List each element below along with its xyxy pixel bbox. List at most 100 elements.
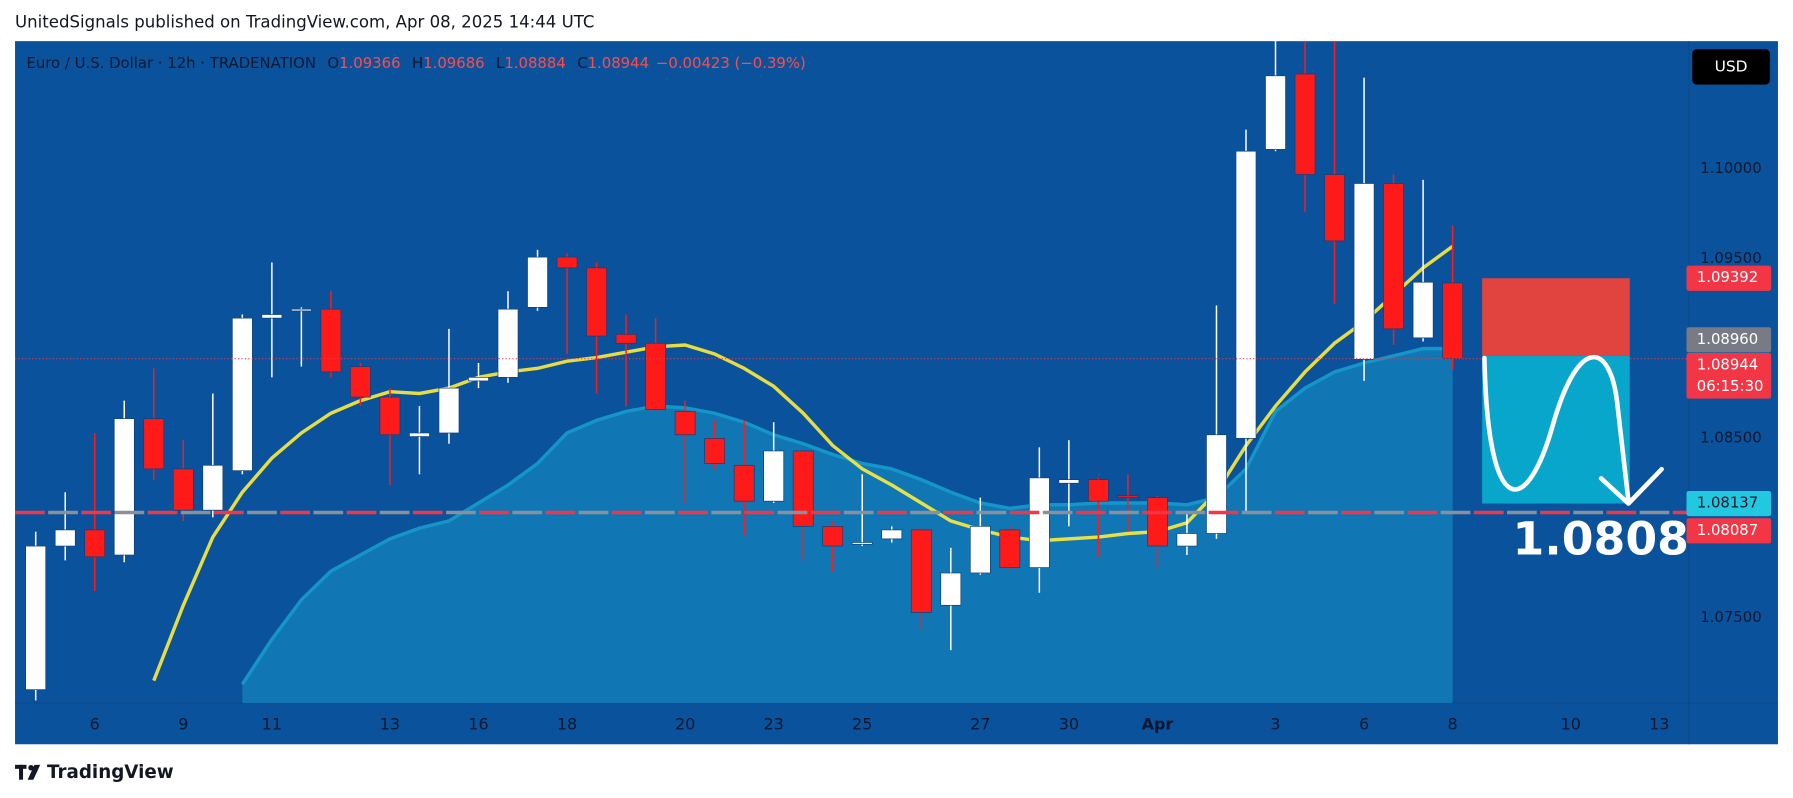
legend-key: C: [577, 54, 587, 72]
y-tick-label: 1.08500: [1700, 428, 1761, 446]
candle-body: [379, 396, 401, 436]
currency-button[interactable]: [1692, 49, 1770, 85]
candle-body: [1117, 495, 1139, 498]
price-label-box: [1686, 352, 1772, 399]
target-zone: [1482, 355, 1630, 504]
legend-value: 1.08884: [504, 54, 565, 72]
annotation: 1.0808: [1513, 513, 1689, 566]
price-label-box: [1686, 327, 1772, 353]
price-label-box: [1686, 518, 1772, 544]
y-tick-label: 1.09500: [1700, 249, 1761, 267]
candle-body: [1383, 183, 1404, 330]
candle-body: [1265, 75, 1286, 150]
x-tick-label: 8: [1448, 714, 1458, 733]
candle-body: [999, 529, 1021, 568]
candle-body: [409, 432, 430, 437]
price-label: 1.09392: [1697, 268, 1758, 286]
candle-body: [969, 525, 991, 574]
countdown: 06:15:30: [1697, 377, 1764, 395]
candle-body: [1176, 533, 1198, 547]
candle-body: [1206, 434, 1227, 534]
candle-body: [54, 529, 76, 547]
candle-body: [851, 542, 873, 545]
price-label: 1.08960: [1697, 330, 1758, 348]
candle-body: [1088, 479, 1109, 502]
candle-body: [704, 438, 726, 464]
legend-value: 1.09366: [339, 54, 400, 72]
candle-body: [615, 333, 637, 344]
x-tick-label: 11: [262, 714, 282, 733]
x-tick-label: 27: [970, 714, 990, 733]
candle-body: [1324, 174, 1345, 242]
price-label: 1.08137: [1697, 494, 1758, 512]
candle-body: [1412, 281, 1434, 339]
candle-body: [645, 342, 666, 410]
x-tick-label: 13: [380, 714, 400, 733]
x-tick-label: 3: [1270, 714, 1280, 733]
x-tick-label: 6: [1359, 714, 1369, 733]
candle-body: [25, 545, 47, 690]
ma-fast-line: [152, 244, 1454, 682]
x-tick-label: 16: [468, 714, 488, 733]
price-label-box: [1686, 265, 1772, 291]
x-tick-label: 10: [1561, 714, 1581, 733]
x-tick-label: 9: [178, 714, 188, 733]
candle-body: [763, 450, 785, 502]
brand-name: TradingView: [47, 762, 174, 783]
candle-body: [1028, 477, 1050, 568]
candle-body: [290, 308, 312, 312]
candle-body: [792, 450, 814, 527]
x-tick-label: 20: [675, 714, 695, 733]
candle-body: [674, 411, 696, 436]
candle-body: [231, 317, 253, 472]
candle-body: [143, 418, 165, 470]
legend-value: 1.08944: [588, 54, 649, 72]
candle-body: [910, 529, 932, 613]
candle-body: [940, 572, 962, 606]
stop-zone: [1482, 278, 1630, 356]
candle-body: [586, 267, 607, 337]
x-tick-label: 18: [557, 714, 577, 733]
legend: Euro / U.S. Dollar · 12h · TRADENATION O1…: [26, 54, 805, 72]
legend-key: O: [327, 54, 339, 72]
candle-body: [350, 366, 371, 398]
candle-body: [1147, 497, 1168, 547]
x-tick-label: Apr: [1142, 714, 1174, 733]
candle-body: [1353, 183, 1375, 360]
candle-body: [881, 529, 903, 540]
candle-body: [1058, 479, 1080, 484]
x-tick-label: 13: [1649, 714, 1669, 733]
candle-body: [113, 418, 135, 556]
candle-body: [84, 529, 106, 558]
ma-area: [242, 348, 1453, 704]
candle-body: [172, 468, 194, 511]
legend-symbol: Euro / U.S. Dollar · 12h · TRADENATION: [26, 54, 315, 72]
projection-arrow: [1482, 354, 1631, 504]
legend-value: 1.09686: [423, 54, 484, 72]
candle-body: [320, 308, 342, 373]
header: UnitedSignals published on TradingView.c…: [15, 12, 594, 31]
candle-body: [1294, 73, 1316, 175]
candle-body: [261, 314, 283, 319]
price-label-box: [1686, 490, 1772, 517]
x-tick-label: 23: [764, 714, 784, 733]
legend-change: −0.00423 (−0.39%): [656, 54, 806, 72]
candle-body: [1442, 282, 1464, 360]
currency-label[interactable]: USD: [1715, 57, 1748, 75]
candle-body: [527, 256, 548, 308]
x-tick-label: 6: [90, 714, 100, 733]
overlay: 1.0808 1.09392 1.08960 1.08944 06:15:30 1.081…: [15, 265, 1772, 566]
candle-body: [822, 525, 844, 547]
candle-body: [733, 464, 755, 502]
brand-logo: [15, 764, 41, 780]
plot: [25, 41, 1464, 704]
candle-body: [556, 256, 578, 269]
projection-arrow-head: [1598, 466, 1664, 506]
price-label: 1.08087: [1697, 521, 1758, 539]
candle-body: [468, 376, 489, 382]
x-tick-label: 25: [852, 714, 872, 733]
legend-key: L: [496, 54, 505, 72]
